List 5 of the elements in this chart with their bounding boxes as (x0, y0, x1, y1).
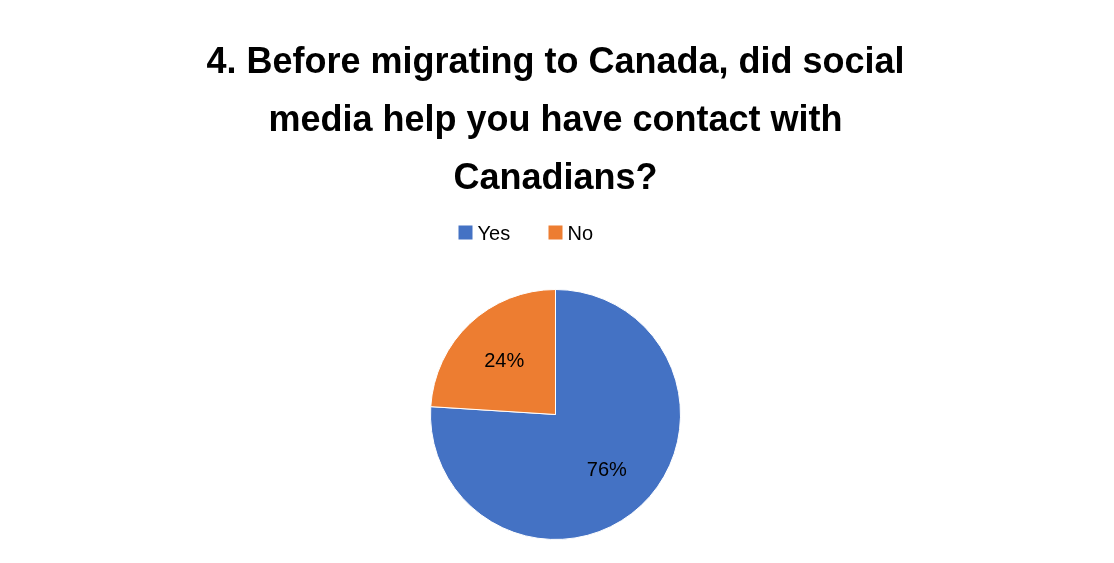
legend-label: No (567, 221, 594, 244)
data-label: 24% (484, 348, 525, 371)
data-label: 76% (586, 458, 628, 481)
legend-label: Yes (477, 221, 511, 244)
chart-title: 4. Before migrating to Canada, did social media help you have contact with Canadians? (206, 40, 905, 197)
